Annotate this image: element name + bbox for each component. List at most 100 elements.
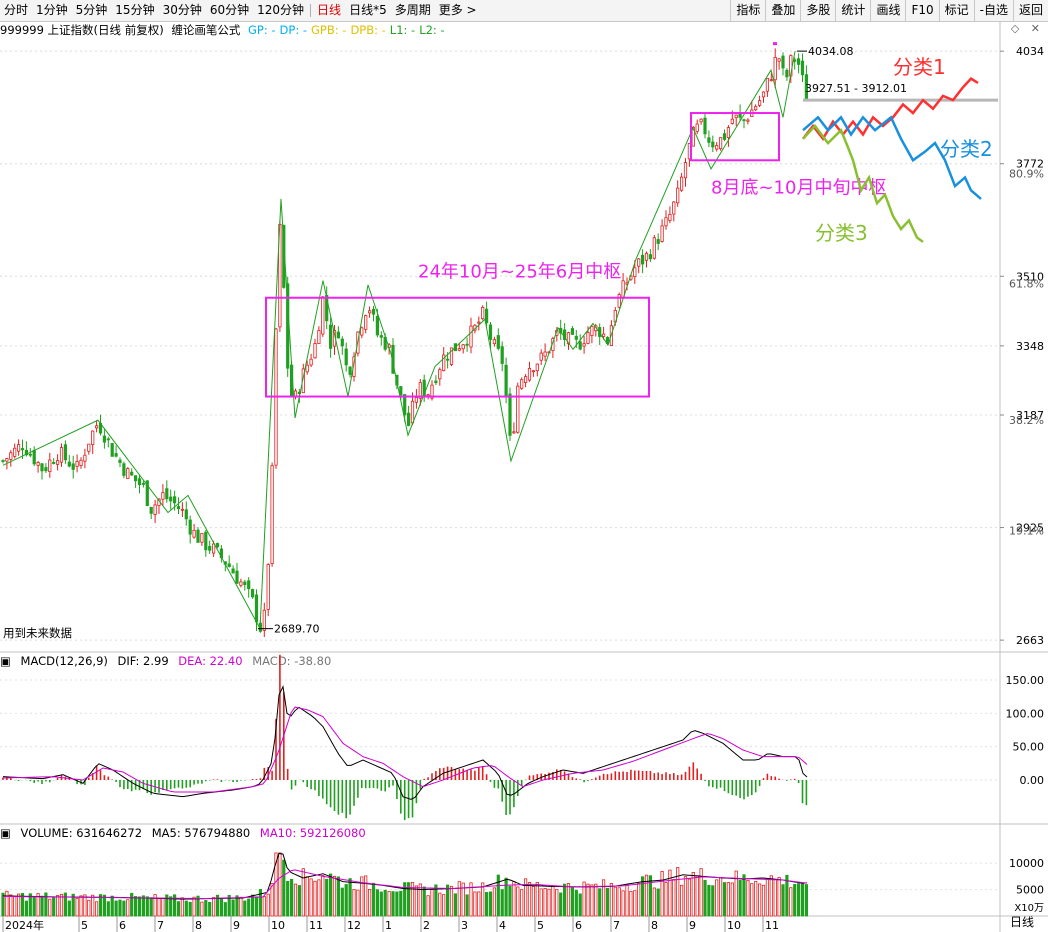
tool-button[interactable]: -自选 xyxy=(973,0,1013,21)
tool-button[interactable]: 返回 xyxy=(1012,0,1048,21)
volume-name[interactable]: VOLUME: 631646272 xyxy=(20,826,143,840)
time-tick-label: 11 xyxy=(309,919,323,932)
volume-bar xyxy=(719,877,723,917)
candle-body xyxy=(247,580,251,590)
macd-toggle-icon[interactable]: ▣ xyxy=(0,654,11,668)
pct-label: 38.2% xyxy=(1009,414,1044,427)
volume-bar xyxy=(180,897,184,917)
volume-bar xyxy=(703,879,707,917)
volume-bar xyxy=(547,888,551,917)
candle-body xyxy=(449,347,454,365)
candle-body xyxy=(531,370,536,373)
close-icon[interactable]: ✕ xyxy=(1030,22,1040,35)
formula-name[interactable]: 缠论画笔公式 xyxy=(171,23,241,37)
candle-body xyxy=(734,114,738,119)
price-tick-label: 3348 xyxy=(1016,340,1044,353)
candle-body xyxy=(328,324,333,349)
volume-toggle-icon[interactable]: ▣ xyxy=(0,826,11,840)
volume-bar xyxy=(274,852,278,917)
candle-body xyxy=(118,459,122,463)
volume-bar xyxy=(379,891,383,917)
formula-param: DP: - xyxy=(279,23,308,37)
tool-button[interactable]: 统计 xyxy=(835,0,870,21)
candle-body xyxy=(145,480,149,506)
volume-bar xyxy=(524,878,528,917)
period-tab[interactable]: 30分钟 xyxy=(162,3,202,17)
volume-bar xyxy=(469,882,473,917)
volume-bar xyxy=(711,885,715,917)
candle-body xyxy=(648,254,653,260)
volume-bar xyxy=(609,883,614,917)
candle-body xyxy=(637,258,641,267)
candle-body xyxy=(227,563,231,567)
candle-body xyxy=(664,217,668,227)
volume-unit-label: X10万 xyxy=(1014,903,1044,914)
period-tab[interactable]: 日线*5 xyxy=(349,3,387,17)
period-tab[interactable]: 多周期 xyxy=(394,3,431,17)
candle-body xyxy=(722,133,727,140)
zhongshu-box xyxy=(690,112,780,162)
time-tick-label: 11 xyxy=(765,919,779,932)
candle-body xyxy=(367,310,372,314)
candle-body xyxy=(133,475,138,482)
period-tab[interactable]: 更多 > xyxy=(438,3,477,17)
volume-ma10: MA10: 592126080 xyxy=(259,826,366,840)
candle-body xyxy=(141,482,145,485)
macd-dea: DEA: 22.40 xyxy=(178,654,243,668)
volume-bar xyxy=(367,889,372,917)
period-tab[interactable]: 1分钟 xyxy=(36,3,68,17)
volume-bar xyxy=(399,890,403,917)
candle-body xyxy=(360,327,364,336)
volume-bar xyxy=(336,876,341,917)
candle-body xyxy=(344,348,348,366)
macd-tick-label: 100.00 xyxy=(1006,707,1045,720)
candle-body xyxy=(574,335,578,340)
volume-bar xyxy=(680,884,684,917)
period-tab[interactable]: 60分钟 xyxy=(209,3,250,17)
candle-body xyxy=(488,324,493,340)
tool-button[interactable]: 叠加 xyxy=(765,0,800,21)
volume-bar xyxy=(563,883,567,917)
volume-bar xyxy=(797,883,801,917)
scenario-line xyxy=(802,115,982,200)
volume-bar xyxy=(325,878,329,917)
volume-bar xyxy=(215,894,220,917)
tool-button[interactable]: 标记 xyxy=(938,0,974,21)
period-tab[interactable]: 5分钟 xyxy=(75,3,108,17)
volume-bar xyxy=(442,894,446,917)
volume-bar xyxy=(512,881,516,917)
tool-button[interactable]: 指标 xyxy=(730,0,765,21)
tool-button[interactable]: 画线 xyxy=(870,0,905,21)
volume-bar xyxy=(699,868,703,917)
zhongshu-label-1: 24年10月~25年6月中枢 xyxy=(418,262,621,283)
candle-body xyxy=(36,462,40,466)
candle-body xyxy=(785,69,789,78)
macd-name[interactable]: MACD(12,26,9) xyxy=(20,654,108,668)
candle-body xyxy=(695,123,699,132)
volume-bar xyxy=(652,887,656,917)
volume-bar xyxy=(637,883,641,917)
candle-body xyxy=(172,496,177,504)
volume-bar xyxy=(321,875,325,917)
candle-body xyxy=(406,412,411,426)
volume-bar xyxy=(488,891,493,917)
volume-header: ▣ VOLUME: 631646272 MA5: 576794880 MA10:… xyxy=(0,825,372,841)
macd-value: MACD: -38.80 xyxy=(252,654,332,668)
candle-body xyxy=(800,60,805,76)
volume-bar xyxy=(387,891,391,917)
period-tab[interactable]: 120分钟 xyxy=(257,3,305,17)
volume-bar xyxy=(383,889,387,917)
volume-bar xyxy=(126,899,130,917)
candle-body xyxy=(106,438,110,441)
period-tab[interactable]: 分时 xyxy=(4,3,29,17)
tool-button[interactable]: F10 xyxy=(905,0,938,21)
period-tab[interactable]: 日线 xyxy=(317,3,342,17)
tool-button[interactable]: 多股 xyxy=(800,0,835,21)
candle-body xyxy=(44,467,48,472)
diamond-icon[interactable]: ◇ xyxy=(1010,22,1020,35)
candle-body xyxy=(465,343,469,346)
period-tab[interactable]: 15分钟 xyxy=(115,3,155,17)
candle-body xyxy=(726,127,731,138)
volume-bar xyxy=(602,879,606,917)
